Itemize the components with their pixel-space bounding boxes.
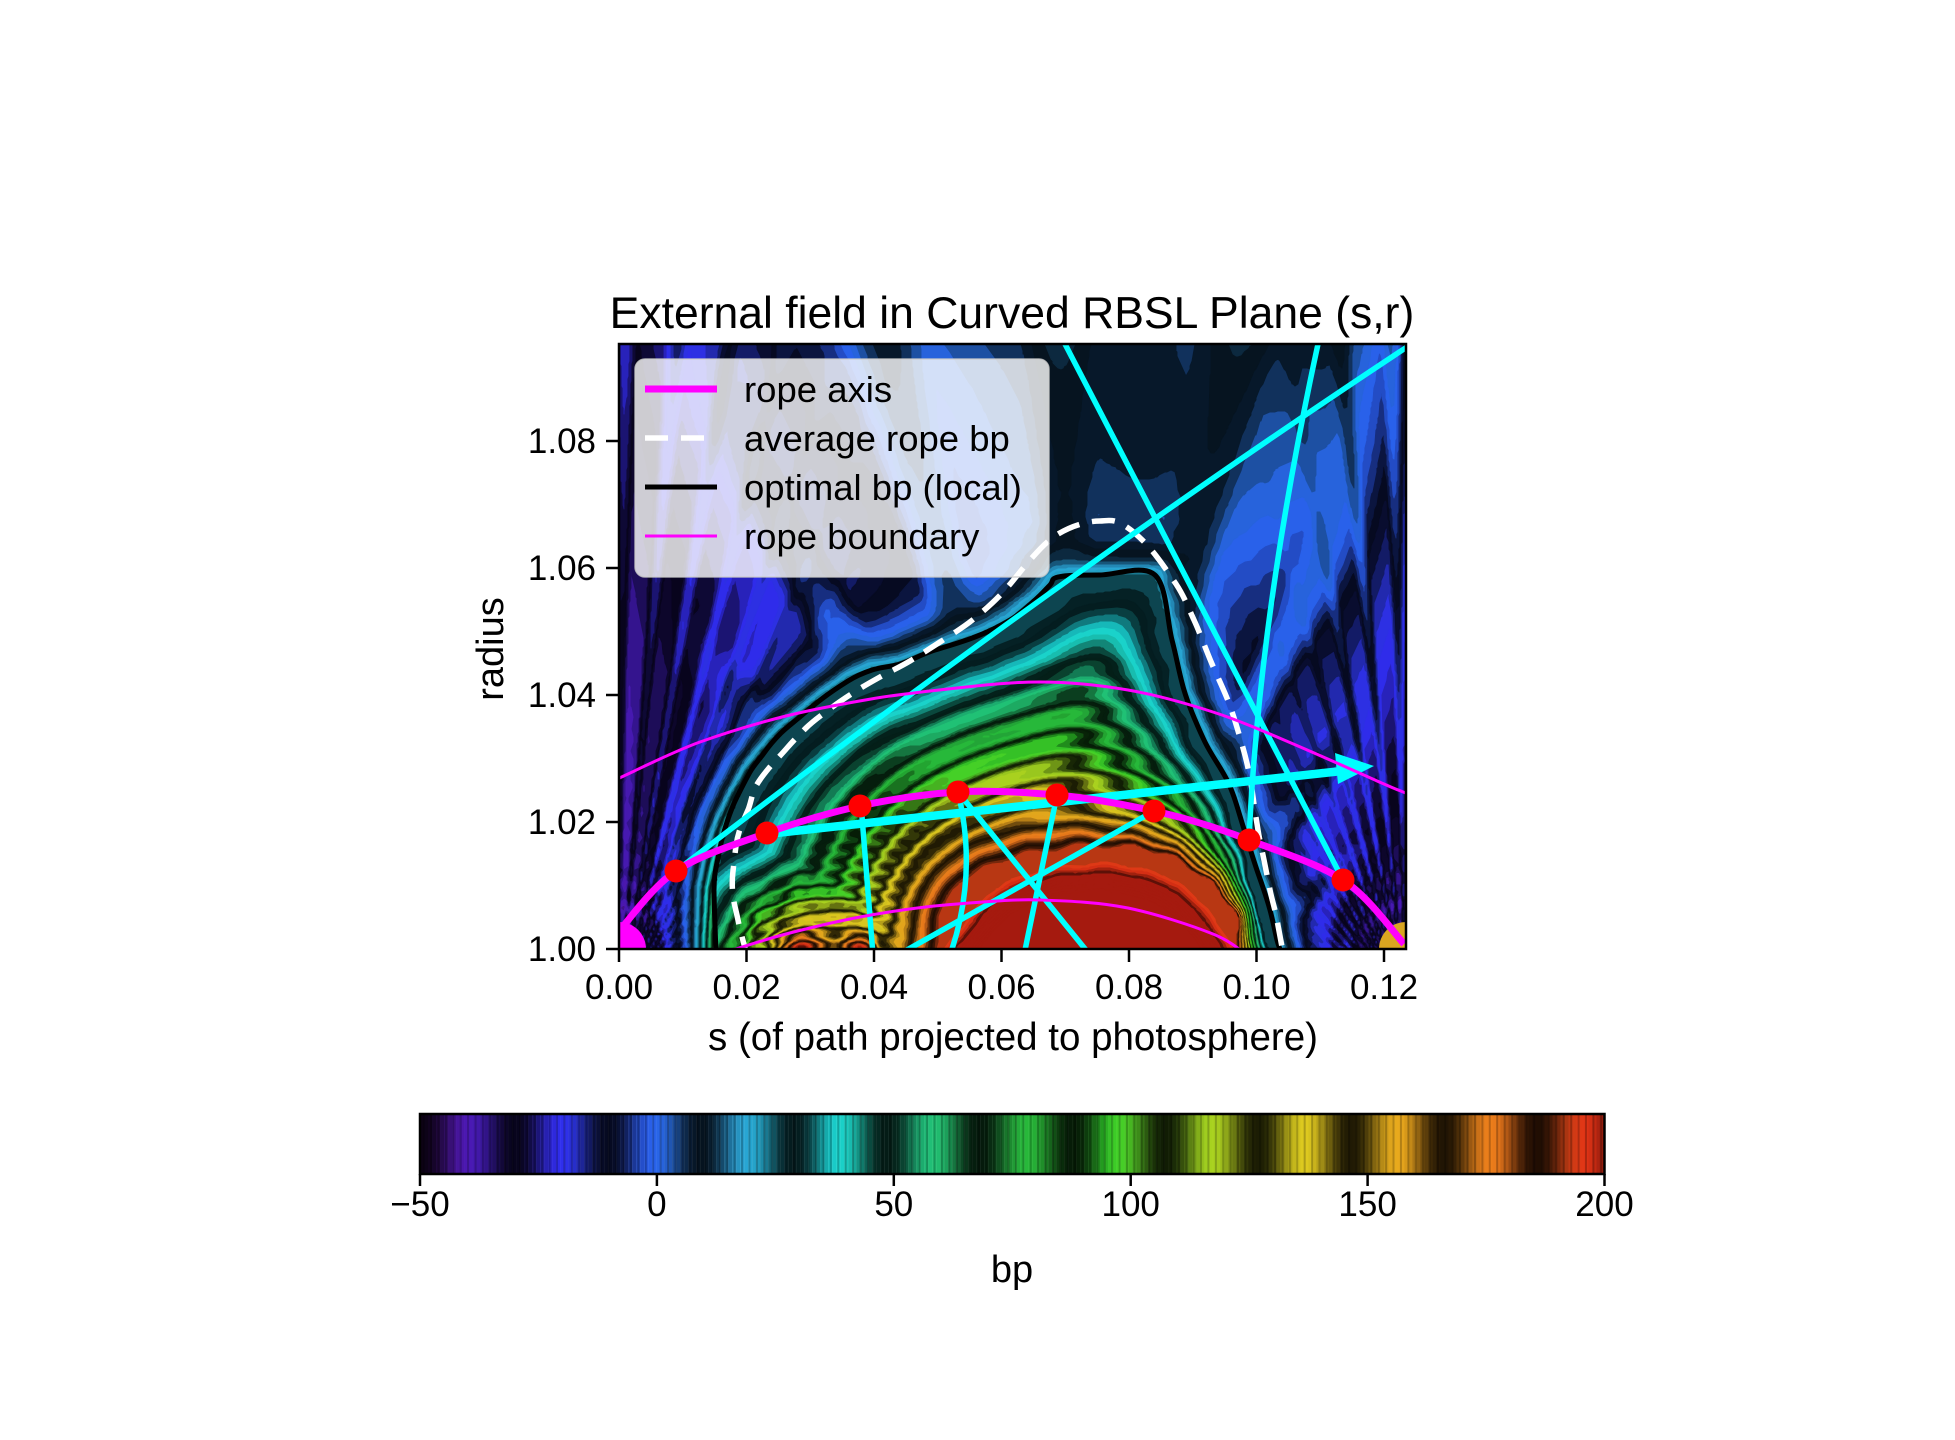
svg-text:0.08: 0.08 <box>1095 968 1163 1007</box>
svg-text:External field in Curved RBSL: External field in Curved RBSL Plane (s,r… <box>610 289 1415 338</box>
svg-text:0.10: 0.10 <box>1222 968 1290 1007</box>
svg-text:optimal bp (local): optimal bp (local) <box>744 467 1022 508</box>
svg-text:rope boundary: rope boundary <box>744 516 980 557</box>
svg-text:0.12: 0.12 <box>1350 968 1418 1007</box>
svg-text:1.02: 1.02 <box>528 803 596 842</box>
svg-text:200: 200 <box>1575 1185 1633 1224</box>
svg-text:s (of path projected to photos: s (of path projected to photosphere) <box>708 1016 1318 1059</box>
svg-text:radius: radius <box>470 597 512 701</box>
svg-text:0.02: 0.02 <box>712 968 780 1007</box>
svg-text:1.06: 1.06 <box>528 549 596 588</box>
svg-text:1.08: 1.08 <box>528 422 596 461</box>
svg-text:100: 100 <box>1101 1185 1159 1224</box>
svg-text:bp: bp <box>991 1249 1033 1291</box>
svg-text:0.04: 0.04 <box>840 968 908 1007</box>
svg-text:rope axis: rope axis <box>744 369 892 410</box>
svg-text:average rope bp: average rope bp <box>744 418 1010 459</box>
svg-text:150: 150 <box>1338 1185 1396 1224</box>
svg-text:0.06: 0.06 <box>967 968 1035 1007</box>
svg-text:1.00: 1.00 <box>528 930 596 969</box>
svg-text:50: 50 <box>874 1185 913 1224</box>
svg-text:0.00: 0.00 <box>585 968 653 1007</box>
svg-text:0: 0 <box>647 1185 666 1224</box>
svg-text:1.04: 1.04 <box>528 676 596 715</box>
svg-text:−50: −50 <box>390 1185 449 1224</box>
